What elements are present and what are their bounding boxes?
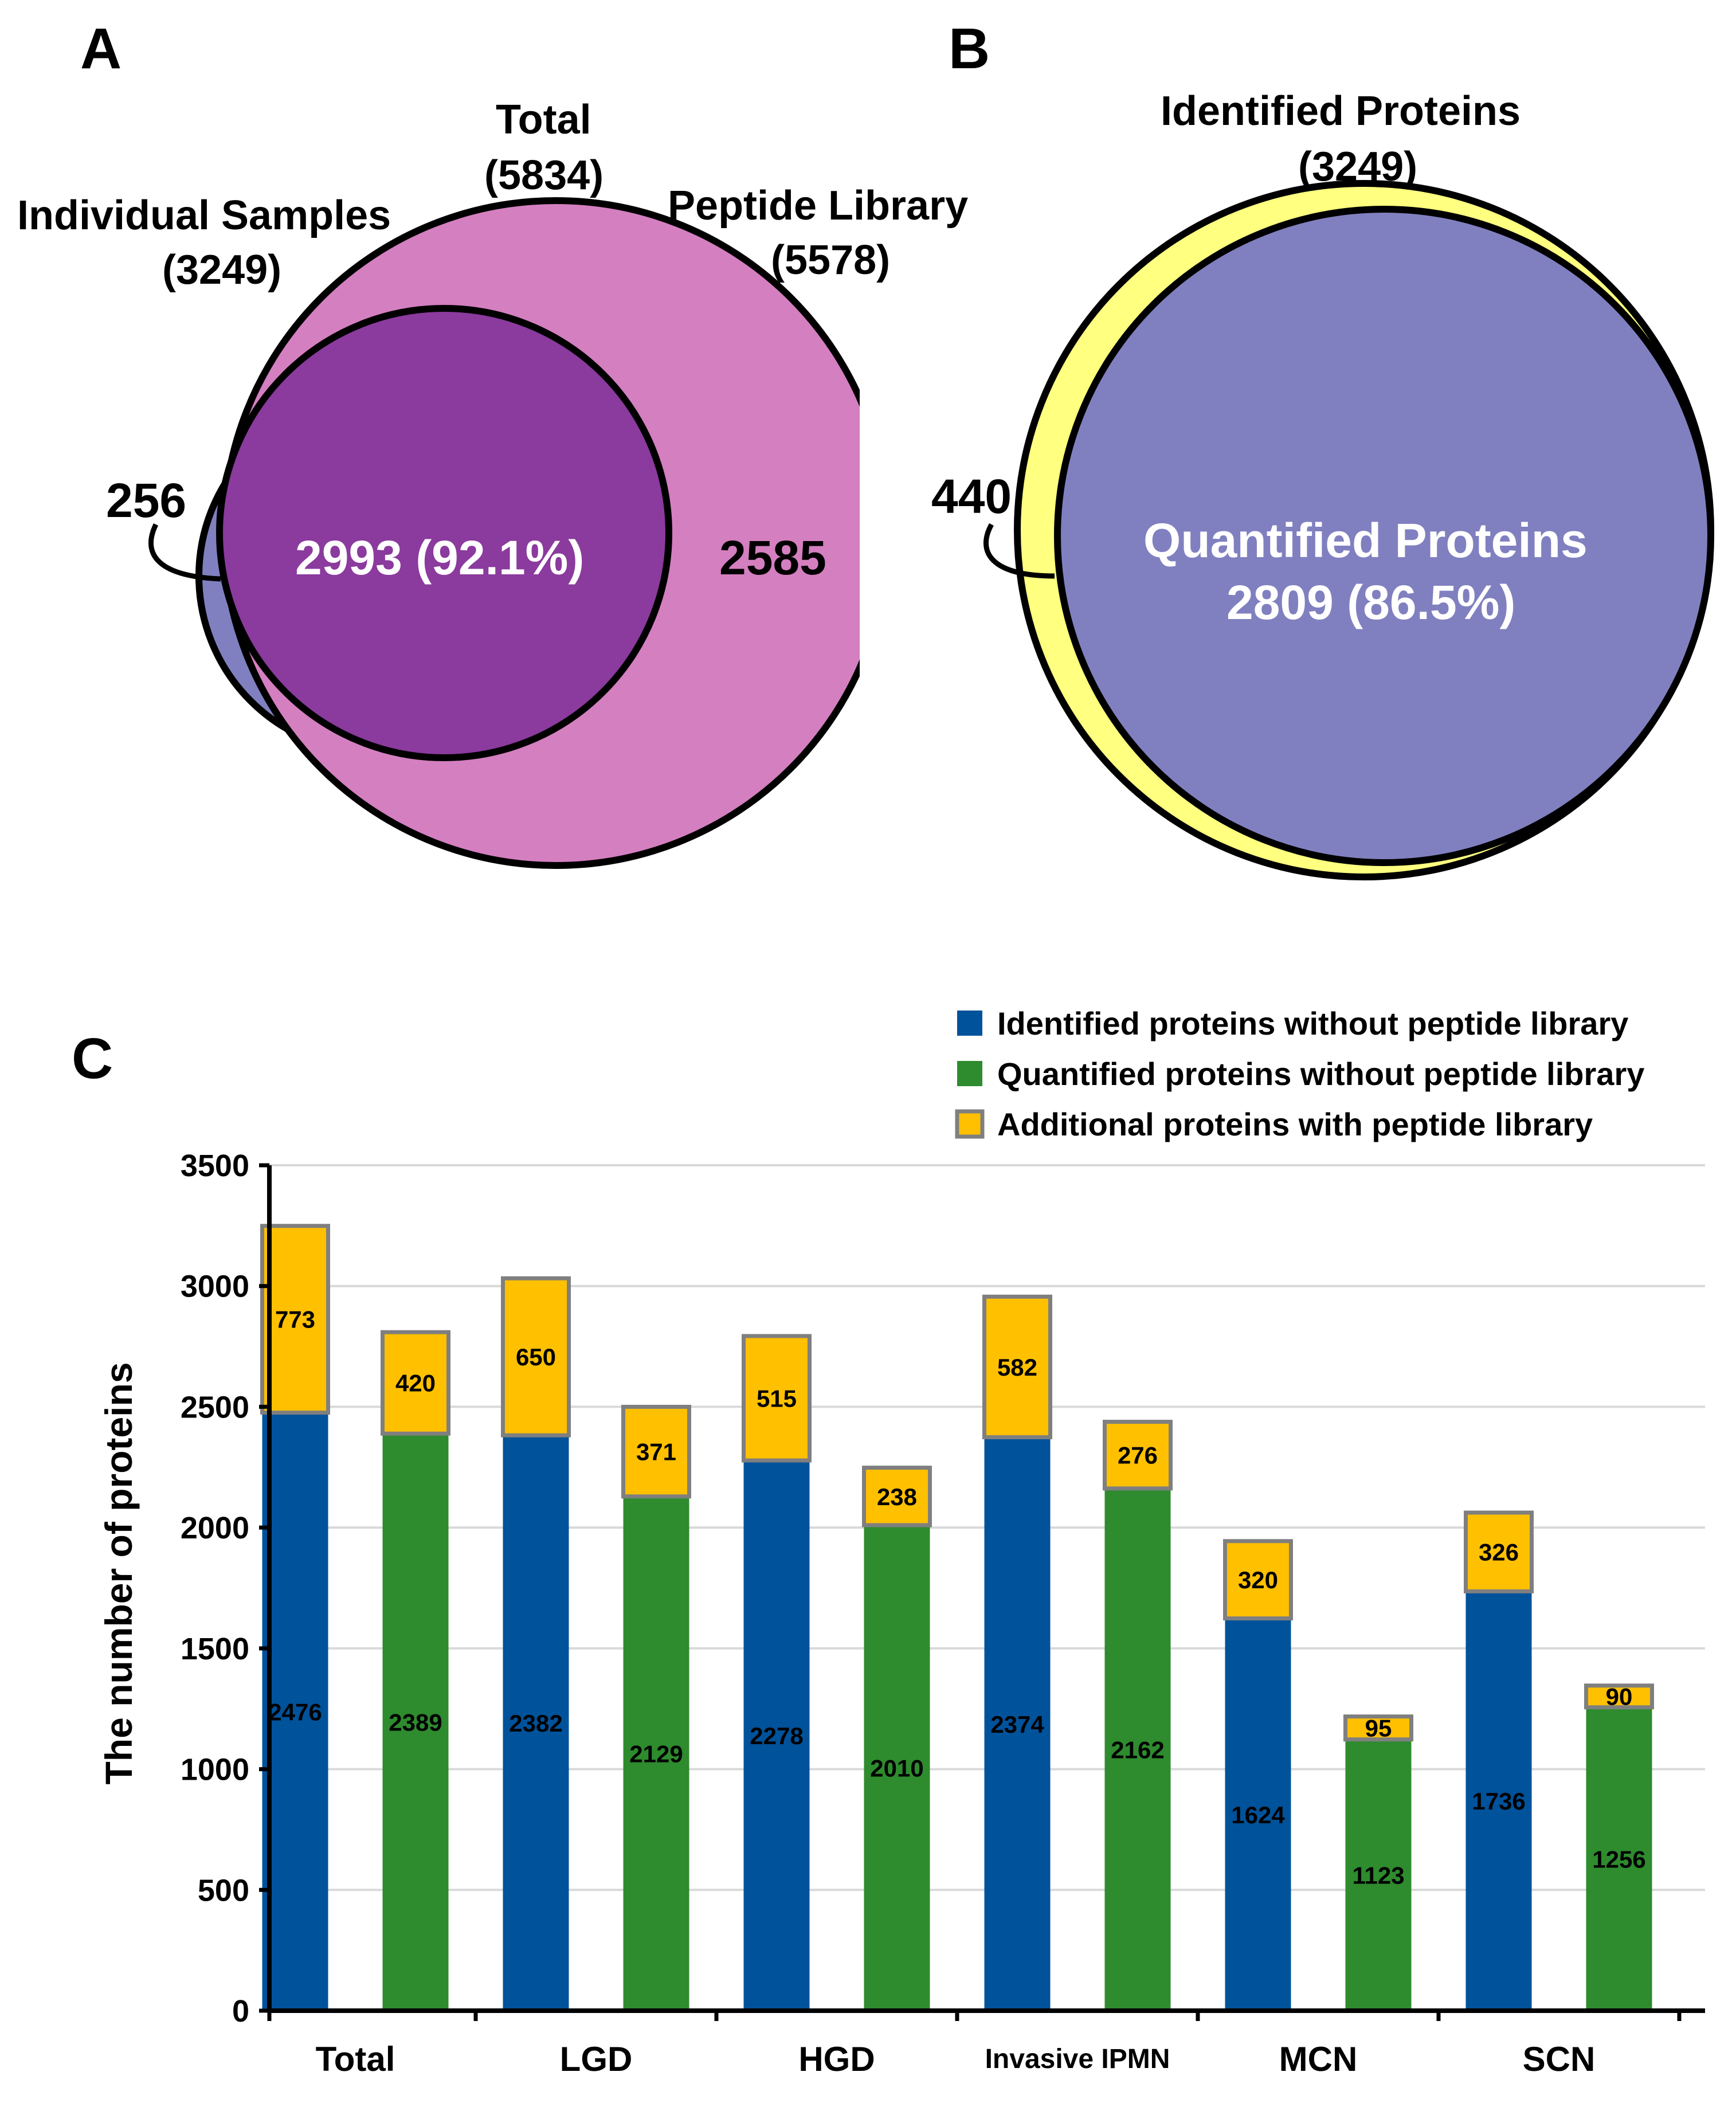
bar-identified-1 (503, 1435, 569, 2011)
venn-a-library-label: Peptide Library (668, 183, 969, 229)
x-category-label-2: HGD (798, 2040, 875, 2078)
bar-quantified-1 (623, 1496, 689, 2011)
bar-label-identified-5: 1736 (1472, 1788, 1525, 1815)
bar-additional-identified-1 (501, 1276, 571, 1438)
bar-quantified-4 (1345, 1739, 1412, 2011)
x-category-label-0: Total (316, 2040, 395, 2078)
venn-b-quantified-count: 2809 (86.5%) (1226, 575, 1516, 629)
bar-label-identified-1: 2382 (509, 1710, 562, 1737)
venn-a (148, 197, 860, 869)
bar-additional-identified-4 (1223, 1539, 1293, 1621)
venn-b-440-pointer (983, 523, 1055, 579)
bar-quantified-3 (1104, 1488, 1171, 2011)
bar-label-additional-identified-2: 515 (757, 1385, 797, 1412)
venn-a-overlap-circle (216, 305, 672, 761)
bar-identified-2 (743, 1460, 810, 2011)
legend-label-2: Additional proteins with peptide library (997, 1106, 1593, 1142)
legend-label-1: Quantified proteins without peptide libr… (997, 1056, 1644, 1092)
panel-b-letter: B (949, 17, 990, 81)
x-category-label-5: SCN (1523, 2040, 1596, 2078)
bar-additional-quantified-2 (862, 1466, 932, 1528)
bar-quantified-0 (382, 1434, 449, 2011)
venn-a-only-individual: 256 (106, 473, 187, 527)
venn-b-not-quantified: 440 (931, 469, 1012, 523)
bar-label-additional-quantified-3: 276 (1118, 1442, 1158, 1469)
venn-a-total-label: Total (496, 97, 591, 143)
bar-label-additional-quantified-0: 420 (395, 1370, 436, 1397)
legend-swatch-2 (955, 1109, 985, 1139)
panel-a-letter: A (80, 17, 122, 81)
bar-label-identified-4: 1624 (1231, 1801, 1285, 1828)
venn-a-only-library: 2585 (719, 531, 826, 585)
bar-label-identified-0: 2476 (268, 1698, 322, 1725)
venn-b-identified-label: Identified Proteins (1161, 88, 1521, 134)
y-tick-label: 0 (232, 1994, 249, 2028)
venn-b-identified-count: (3249) (1298, 144, 1418, 190)
venn-b (983, 180, 1714, 880)
y-axis-title: The number of proteins (97, 1362, 140, 1784)
bar-label-identified-2: 2278 (750, 1722, 803, 1749)
bar-label-additional-identified-1: 650 (516, 1344, 556, 1370)
x-category-label-4: MCN (1279, 2040, 1358, 2078)
bar-label-additional-quantified-4: 95 (1365, 1715, 1392, 1742)
bar-additional-quantified-5 (1584, 1683, 1654, 1710)
y-tick-label: 3500 (181, 1149, 249, 1183)
y-tick-label: 2500 (181, 1390, 249, 1424)
venn-a-total-count: (5834) (484, 152, 604, 198)
bar-identified-0 (262, 1412, 328, 2011)
bar-label-additional-quantified-5: 90 (1606, 1683, 1633, 1710)
y-tick-label: 500 (198, 1873, 249, 1908)
bar-additional-quantified-4 (1343, 1714, 1413, 1742)
bar-identified-5 (1465, 1591, 1532, 2011)
bar-additional-identified-3 (982, 1294, 1052, 1440)
legend-swatch-0 (957, 1011, 982, 1036)
bar-label-quantified-0: 2389 (389, 1709, 442, 1736)
bar-additional-identified-5 (1464, 1510, 1534, 1593)
bar-identified-4 (1225, 1618, 1291, 2011)
venn-a-individual-count: (3249) (162, 247, 282, 293)
y-tick-label: 3000 (181, 1270, 249, 1304)
panel-c-letter: C (72, 1027, 113, 1091)
x-category-label-3: Invasive IPMN (985, 2044, 1170, 2074)
venn-a-256-pointer (148, 523, 221, 582)
venn-a-individual-label: Individual Samples (17, 193, 391, 238)
bar-additional-quantified-3 (1103, 1420, 1173, 1491)
venn-b-quantified-circle (1054, 206, 1714, 866)
bar-label-additional-identified-3: 582 (997, 1354, 1037, 1381)
legend-swatch-1 (957, 1061, 982, 1086)
legend-label-0: Identified proteins without peptide libr… (997, 1005, 1628, 1041)
bar-label-additional-quantified-2: 238 (877, 1483, 917, 1510)
venn-a-overlap-value: 2993 (92.1%) (295, 531, 585, 585)
bar-quantified-2 (864, 1525, 930, 2011)
bar-label-quantified-4: 1123 (1352, 1862, 1404, 1889)
y-tick-label: 2000 (181, 1511, 249, 1545)
bar-label-additional-identified-0: 773 (275, 1306, 315, 1333)
bar-additional-identified-0 (260, 1224, 330, 1415)
bar-label-quantified-2: 2010 (870, 1754, 923, 1781)
bar-identified-3 (984, 1437, 1051, 2011)
bar-additional-quantified-1 (621, 1404, 691, 1499)
y-tick-label: 1500 (181, 1632, 249, 1666)
bar-additional-identified-2 (742, 1334, 812, 1463)
bar-label-quantified-1: 2129 (629, 1740, 683, 1767)
bar-label-additional-identified-4: 320 (1238, 1566, 1278, 1593)
bar-quantified-5 (1586, 1707, 1652, 2011)
bar-label-quantified-5: 1256 (1592, 1846, 1645, 1873)
venn-b-quantified-label: Quantified Proteins (1143, 514, 1588, 567)
venn-a-library-count: (5578) (771, 237, 891, 283)
y-tick-label: 1000 (181, 1753, 249, 1787)
bar-label-quantified-3: 2162 (1111, 1736, 1164, 1763)
bar-additional-quantified-0 (381, 1330, 450, 1436)
bar-label-additional-quantified-1: 371 (636, 1439, 676, 1466)
bar-label-identified-3: 2374 (990, 1711, 1044, 1738)
bar-label-additional-identified-5: 326 (1479, 1539, 1519, 1566)
x-category-label-1: LGD (560, 2040, 633, 2078)
